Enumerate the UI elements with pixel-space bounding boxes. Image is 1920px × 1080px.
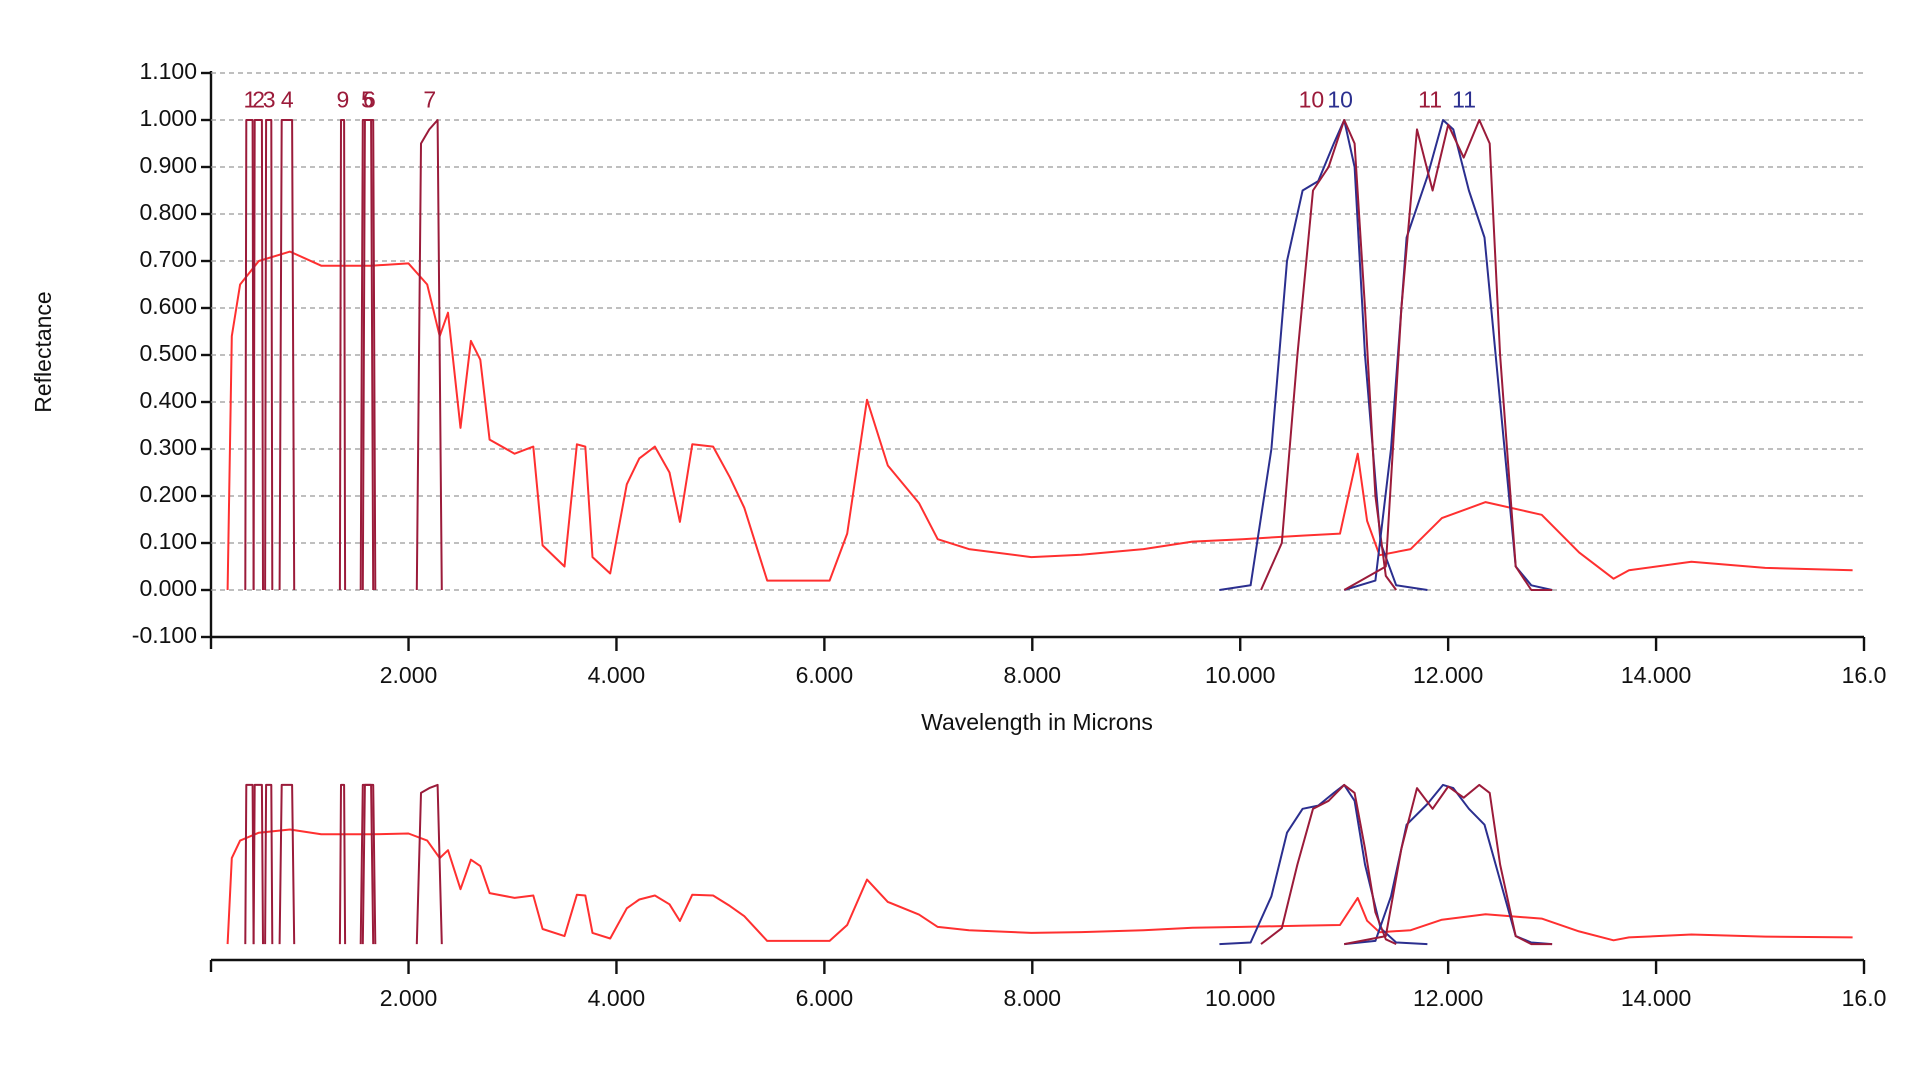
series-line — [1219, 783, 1428, 946]
band-label: 3 — [263, 86, 276, 112]
series-line — [264, 783, 274, 945]
series-line — [278, 783, 296, 945]
series-line — [1344, 783, 1553, 946]
y-tick-label: 0.600 — [139, 293, 197, 319]
x-tick-label: 16.0 — [1842, 985, 1887, 1011]
series-line — [338, 783, 347, 945]
series-line — [361, 119, 377, 591]
x-tick-label: 10.000 — [1205, 985, 1275, 1011]
y-tick-label: 0.800 — [139, 199, 197, 225]
series-line — [1260, 119, 1398, 591]
series-line — [415, 783, 443, 945]
y-tick-label: 0.700 — [139, 246, 197, 272]
y-tick-label: 0.300 — [139, 434, 197, 460]
x-tick-label: 12.000 — [1413, 985, 1483, 1011]
band-label: 11 — [1418, 86, 1442, 112]
y-tick-label: 0.000 — [139, 575, 197, 601]
x-tick-label: 16.0 — [1842, 662, 1887, 688]
series-line — [415, 119, 443, 591]
y-tick-label: 0.400 — [139, 387, 197, 413]
series-line — [252, 119, 264, 591]
series-line — [244, 783, 255, 945]
y-axis-label: Reflectance — [30, 291, 56, 412]
series-line — [226, 828, 1853, 945]
series-line — [1260, 783, 1397, 946]
band-label: 10 — [1327, 86, 1353, 112]
y-tick-label: 1.100 — [139, 58, 197, 84]
x-tick-label: 8.000 — [1004, 985, 1062, 1011]
y-tick-label: 0.500 — [139, 340, 197, 366]
series-line — [226, 250, 1853, 591]
x-tick-label: 14.000 — [1621, 662, 1691, 688]
band-label: 1 — [243, 86, 256, 112]
series-line — [278, 119, 296, 591]
x-axis-label: Wavelength in Microns — [921, 709, 1153, 735]
band-label: 2 — [252, 86, 265, 112]
x-tick-label: 8.000 — [1004, 662, 1062, 688]
band-label: 4 — [281, 86, 294, 112]
band-label: 6 — [363, 86, 376, 112]
x-tick-label: 4.000 — [588, 985, 646, 1011]
series-line — [1343, 119, 1553, 591]
x-tick-label: 6.000 — [796, 985, 854, 1011]
x-tick-label: 6.000 — [796, 662, 854, 688]
y-tick-label: 1.000 — [139, 105, 197, 131]
series-line — [264, 119, 274, 591]
y-tick-label: 0.200 — [139, 481, 197, 507]
x-tick-label: 12.000 — [1413, 662, 1483, 688]
series-line — [252, 783, 264, 945]
x-tick-label: 2.000 — [380, 662, 438, 688]
band-label: 5 — [361, 86, 374, 112]
series-line — [338, 119, 347, 591]
x-tick-label: 14.000 — [1621, 985, 1691, 1011]
x-tick-label: 2.000 — [380, 985, 438, 1011]
band-label: 10 — [1299, 86, 1325, 112]
y-tick-label: 0.100 — [139, 528, 197, 554]
y-tick-label: 0.900 — [139, 152, 197, 178]
series-line — [1344, 783, 1553, 946]
x-tick-label: 4.000 — [588, 662, 646, 688]
y-tick-label: -0.100 — [132, 622, 197, 648]
series-line — [361, 783, 377, 945]
band-label: 11 — [1452, 86, 1476, 112]
band-label: 9 — [337, 86, 350, 112]
series-line — [244, 119, 255, 591]
x-tick-label: 10.000 — [1205, 662, 1275, 688]
band-label: 7 — [423, 86, 436, 112]
